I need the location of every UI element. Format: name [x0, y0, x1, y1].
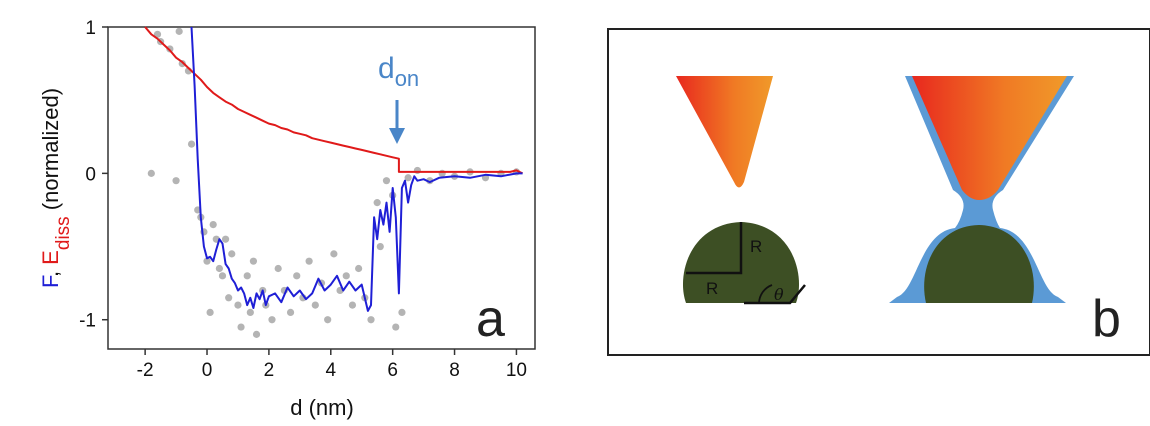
series-line-force: [190, 26, 523, 312]
panel-letter-a: a: [476, 290, 505, 348]
data-point: [355, 264, 363, 273]
series-line-energy: [144, 26, 524, 175]
data-point: [293, 272, 301, 280]
data-point: [172, 177, 180, 185]
data-point: [392, 323, 400, 331]
data-point: [209, 220, 217, 229]
data-point: [249, 257, 258, 265]
data-point: [187, 140, 196, 148]
data-point: [311, 301, 319, 309]
x-tick-label: 4: [325, 360, 336, 381]
data-point: [243, 272, 251, 280]
y-tick-label: 0: [85, 164, 96, 185]
data-point: [398, 308, 406, 317]
d-on-arrow-head: [389, 128, 405, 144]
data-point: [203, 257, 211, 265]
scatter-points: [147, 27, 521, 338]
d-on-annotation: don: [378, 52, 419, 144]
data-point: [404, 174, 412, 182]
data-point: [153, 30, 162, 38]
data-point: [268, 316, 276, 324]
svg-text:don: don: [378, 52, 419, 91]
data-point: [342, 272, 350, 280]
x-tick-label: 10: [506, 360, 527, 381]
data-point: [438, 169, 446, 177]
data-point: [426, 177, 434, 185]
data-point: [147, 169, 155, 177]
x-tick-label: 2: [264, 360, 275, 381]
data-point: [305, 257, 313, 265]
data-point: [330, 250, 338, 258]
panel-b: R R θ b: [607, 28, 1150, 356]
tip-left: [676, 76, 773, 188]
x-tick-label: -2: [137, 360, 154, 381]
x-tick-label: 0: [202, 360, 213, 381]
d-on-main: d: [378, 52, 395, 85]
panel-letter-b: b: [1092, 290, 1121, 348]
radius-lines: [686, 222, 743, 275]
data-point: [215, 264, 223, 273]
data-point: [376, 242, 384, 251]
data-point: [286, 308, 295, 317]
contact-angle-arc: [758, 284, 773, 304]
data-point: [274, 264, 282, 273]
y-axis-title: F, Ediss (normalized): [38, 88, 74, 288]
line-series: [144, 26, 524, 312]
radius-label-horizontal: R: [706, 279, 718, 298]
x-tick-label: 8: [449, 360, 460, 381]
data-point: [221, 235, 230, 243]
plot-frame: [107, 26, 536, 350]
x-axis-title: d (nm): [290, 395, 354, 420]
x-tick-label: 6: [387, 360, 398, 381]
data-point: [166, 45, 174, 53]
data-point: [382, 177, 391, 185]
data-point: [206, 308, 214, 317]
tip-right: [912, 76, 1067, 200]
data-point: [228, 250, 236, 258]
data-point: [252, 330, 261, 338]
data-point: [175, 27, 183, 35]
data-point: [225, 294, 233, 302]
data-point: [324, 316, 332, 324]
y-tick-label: -1: [79, 311, 96, 332]
d-on-sub: on: [395, 66, 419, 91]
data-point: [237, 323, 245, 331]
data-point: [348, 301, 357, 309]
data-point: [234, 301, 242, 309]
y-tick-label: 1: [85, 18, 96, 39]
particle-right: [924, 225, 1034, 303]
data-point: [373, 199, 381, 207]
data-point: [413, 166, 422, 175]
data-point: [218, 272, 227, 280]
axis-ticks: -2 0 2 4 6 8 10 -1 0 1: [79, 18, 527, 381]
panel-a: -2 0 2 4 6 8 10 -1 0 1 F, Ediss (normalized) d (n…: [38, 18, 536, 420]
theta-label: θ: [774, 285, 784, 304]
radius-label-vertical: R: [750, 237, 762, 256]
data-point: [367, 316, 375, 324]
data-point: [246, 308, 254, 317]
